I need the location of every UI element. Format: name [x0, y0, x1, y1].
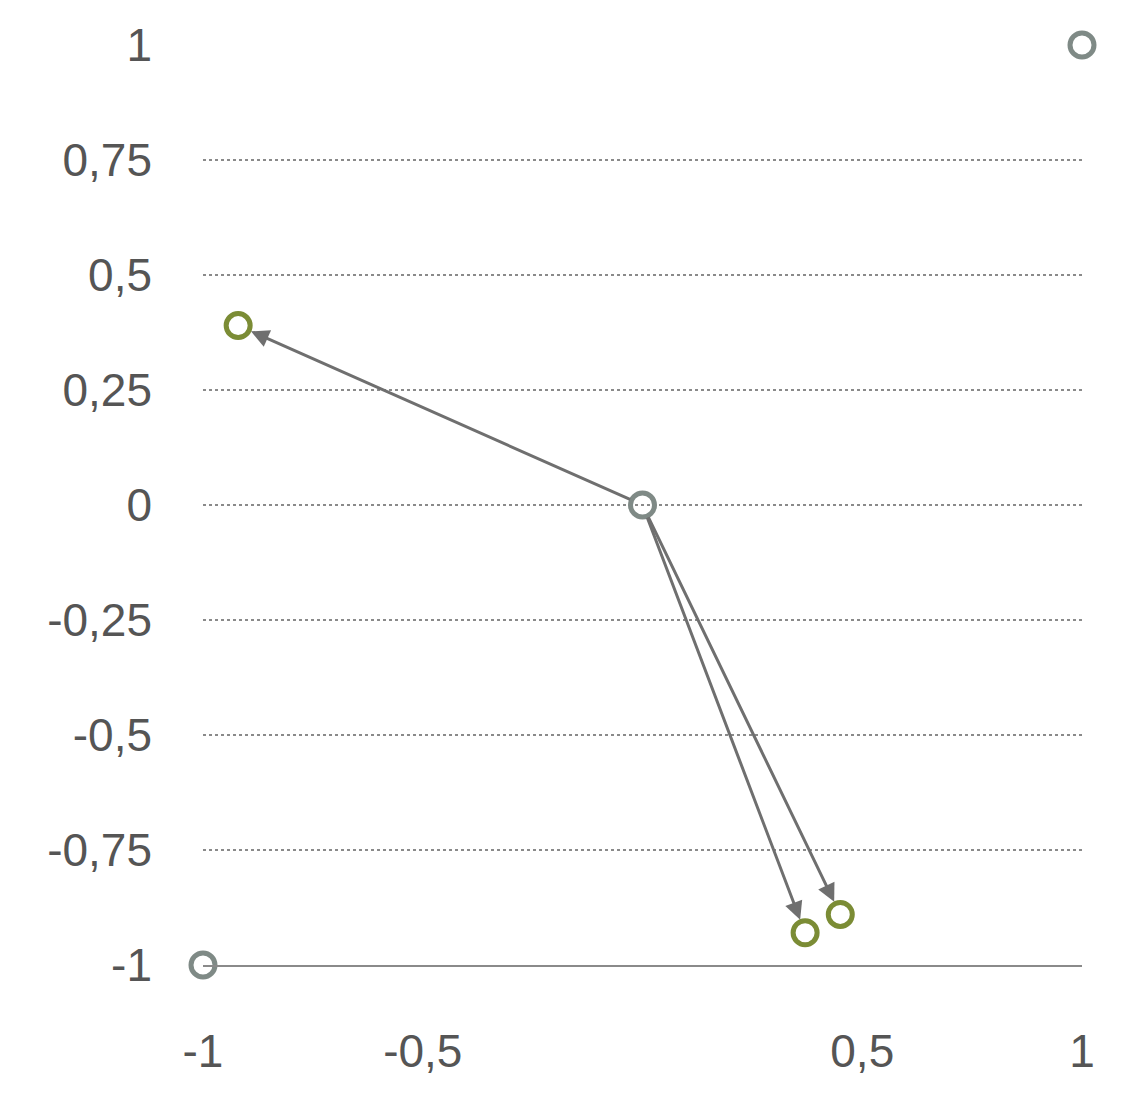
svg-text:0,25: 0,25 — [62, 364, 152, 416]
svg-text:-0,5: -0,5 — [383, 1025, 462, 1077]
svg-text:0: 0 — [126, 479, 152, 531]
svg-text:0,75: 0,75 — [62, 134, 152, 186]
svg-text:1: 1 — [1069, 1025, 1095, 1077]
svg-text:1: 1 — [126, 19, 152, 71]
svg-text:-0,75: -0,75 — [47, 824, 152, 876]
svg-text:-1: -1 — [183, 1025, 224, 1077]
svg-text:-0,5: -0,5 — [73, 709, 152, 761]
svg-text:-0,25: -0,25 — [47, 594, 152, 646]
svg-text:-1: -1 — [111, 939, 152, 991]
svg-text:0,5: 0,5 — [830, 1025, 894, 1077]
svg-text:0,5: 0,5 — [88, 249, 152, 301]
